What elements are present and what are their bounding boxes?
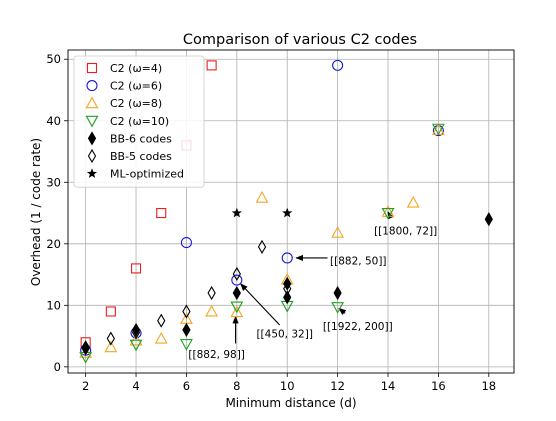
data-point xyxy=(381,207,395,220)
legend: C2 (ω=4) C2 (ω=6) C2 (ω=8) C2 (ω=10) BB-6 co… xyxy=(73,55,205,188)
y-tick-label: 10 xyxy=(46,298,61,312)
x-tick-label: 8 xyxy=(233,379,240,393)
x-tick-label: 4 xyxy=(132,379,139,393)
legend-label: C2 (ω=4) xyxy=(110,62,162,75)
data-point xyxy=(205,304,219,317)
y-tick-label: 20 xyxy=(46,237,61,251)
data-point xyxy=(81,341,90,356)
annotations: [[1800, 72]] [[882, 50]] [[1922, 200]] [[45… xyxy=(188,211,437,361)
data-point xyxy=(331,226,345,238)
data-point xyxy=(182,322,191,338)
data-point xyxy=(130,263,142,274)
legend-marker xyxy=(86,168,98,178)
legend-marker xyxy=(85,96,99,109)
legend-marker xyxy=(87,131,97,146)
data-point xyxy=(484,212,493,227)
data-point xyxy=(154,331,168,344)
legend-marker xyxy=(87,148,97,164)
data-point xyxy=(283,281,292,296)
y-tick-label: 50 xyxy=(46,52,61,66)
chart-title: Comparison of various C2 codes xyxy=(183,32,417,48)
annotation-label: [[882, 50]] xyxy=(330,255,386,267)
x-tick-label: 10 xyxy=(280,379,295,393)
x-axis-label: Minimum distance (d) xyxy=(225,396,356,410)
data-point xyxy=(332,59,344,71)
y-axis-label: Overhead (1 / code rate) xyxy=(29,138,43,286)
annotation-label: [[882, 98]] xyxy=(188,349,244,361)
annotation-label: [[1922, 200]] xyxy=(323,321,393,333)
data-point xyxy=(406,195,420,208)
y-tick-label: 0 xyxy=(54,360,61,374)
data-point xyxy=(180,237,192,249)
data-point xyxy=(331,302,345,314)
data-markers xyxy=(79,59,493,364)
data-point xyxy=(179,339,193,351)
x-tick-label: 12 xyxy=(330,379,345,393)
plot-frame xyxy=(67,49,515,374)
legend-box xyxy=(73,55,205,188)
data-point xyxy=(156,207,167,219)
axis-ticks: 2 4 6 8 10 12 14 16 18 0 10 20 30 40 50 xyxy=(46,52,496,393)
y-tick-label: 40 xyxy=(46,114,61,128)
data-point xyxy=(333,285,342,301)
data-point xyxy=(230,305,244,318)
data-point xyxy=(131,322,141,338)
data-point xyxy=(105,306,116,317)
data-point xyxy=(255,191,269,203)
data-point xyxy=(106,331,115,346)
annotation-arrow xyxy=(240,283,281,326)
legend-label: BB-6 codes xyxy=(110,132,172,145)
legend-label: C2 (ω=10) xyxy=(110,115,169,128)
x-tick-label: 2 xyxy=(82,379,89,393)
data-point xyxy=(232,266,241,282)
data-point xyxy=(230,301,244,314)
data-point xyxy=(232,285,241,301)
legend-label: C2 (ω=8) xyxy=(110,97,162,110)
data-point xyxy=(104,340,118,353)
data-point xyxy=(129,339,143,352)
legend-marker xyxy=(86,62,98,74)
series-4 xyxy=(81,212,493,355)
data-point xyxy=(283,290,292,305)
data-point xyxy=(182,304,191,319)
series-5 xyxy=(81,239,292,356)
legend-marker xyxy=(86,80,98,92)
x-tick-label: 6 xyxy=(183,379,190,393)
data-point xyxy=(231,274,243,286)
legend-label: C2 (ω=6) xyxy=(110,80,162,93)
legend-label: BB-5 codes xyxy=(110,150,172,163)
x-tick-label: 18 xyxy=(481,379,496,393)
data-point xyxy=(207,285,216,301)
data-point xyxy=(282,207,293,218)
data-point xyxy=(281,252,293,264)
data-point xyxy=(381,205,395,217)
data-point xyxy=(257,239,267,254)
legend-label: ML-optimized xyxy=(110,168,184,181)
data-point xyxy=(81,340,90,355)
legend-marker xyxy=(85,115,99,128)
series-6 xyxy=(231,207,293,218)
annotation-label: [[1800, 72]] xyxy=(374,225,437,237)
data-point xyxy=(206,60,217,71)
data-point xyxy=(431,123,445,136)
annotation-label: [[450, 32]] xyxy=(256,329,312,341)
x-tick-label: 14 xyxy=(381,379,396,393)
data-point xyxy=(131,325,141,340)
x-tick-label: 16 xyxy=(431,379,446,393)
y-tick-label: 30 xyxy=(46,175,61,189)
data-point xyxy=(231,207,242,218)
data-point xyxy=(157,313,166,328)
